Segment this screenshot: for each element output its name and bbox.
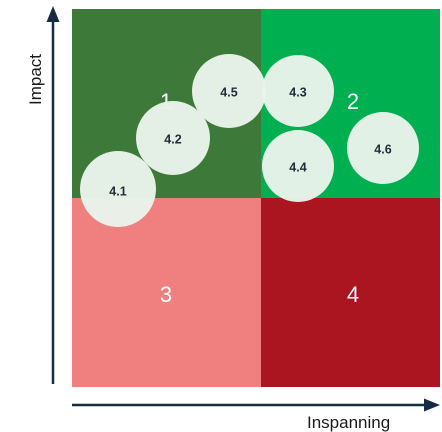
quadrant-3 [72,198,261,387]
bubble-4-6-label: 4.6 [374,142,391,156]
y-axis-label: Impact [26,54,45,105]
y-axis-arrow-icon [46,6,60,22]
quadrant-4 [261,198,440,387]
bubble-4-4-circle [262,130,334,202]
bubble-4-1-circle [80,151,156,227]
bubble-4-4: 4.4 [262,130,334,202]
bubble-4-6: 4.6 [347,112,419,184]
bubble-4-3-circle [262,55,334,127]
bubble-4-6-circle [347,112,419,184]
x-axis-arrow-icon [424,398,440,412]
quadrant-3-label: 3 [160,282,172,307]
quadrant-2-label: 2 [347,89,359,114]
bubble-4-3-label: 4.3 [289,85,306,99]
bubble-4-2-circle [136,101,210,175]
bubble-4-1-label: 4.1 [109,184,126,198]
quadrant-4-label: 4 [347,282,359,307]
bubble-4-2-label: 4.2 [164,132,181,146]
bubble-4-3: 4.3 [262,55,334,127]
bubble-4-1: 4.1 [80,151,156,227]
x-axis-label: Inspanning [307,413,390,432]
bubble-4-5-circle [192,54,266,128]
bubble-4-4-label: 4.4 [289,160,306,174]
bubble-4-2: 4.2 [136,101,210,175]
bubble-4-5: 4.5 [192,54,266,128]
bubble-4-5-label: 4.5 [220,85,237,99]
